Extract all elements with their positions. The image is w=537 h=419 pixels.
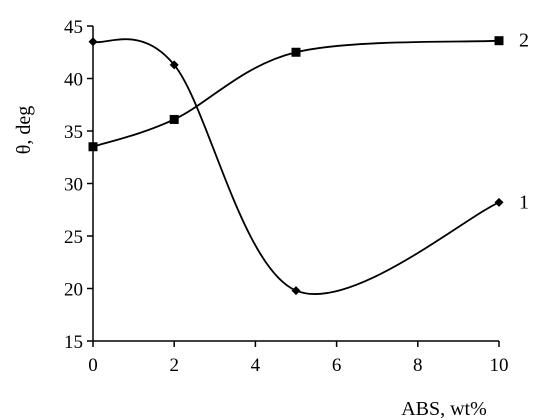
series-1-point [291,286,301,296]
series-1-line [92,38,500,295]
series-1-point [88,37,98,47]
y-tick-label: 20 [64,280,83,301]
x-tick-label: 2 [169,355,179,376]
y-tick-label: 15 [64,332,83,353]
labels: 12 [519,30,529,214]
x-tick-label: 6 [332,355,342,376]
markers [88,36,504,296]
x-tick-label: 4 [251,355,261,376]
series-2-point [88,142,98,152]
series-2-point [169,114,179,124]
y-tick-label: 25 [64,227,83,248]
series-1-point [494,197,504,207]
x-tick-label: 8 [413,355,423,376]
x-tick-label: 10 [490,355,509,376]
series-1-point [169,60,179,70]
y-tick-label: 30 [64,175,83,196]
y-tick-label: 40 [64,70,83,91]
y-tick-label: 45 [64,17,83,38]
curves [92,38,500,295]
series-2-point [494,36,504,46]
x-axis-label: ABS, wt% [401,398,487,419]
series-2-label: 2 [519,30,529,52]
y-tick-label: 35 [64,122,83,143]
x-tick-label: 0 [88,355,98,376]
series-1-label: 1 [519,191,529,213]
series-2-line [92,39,500,148]
series-2-point [291,47,301,57]
axes: 15 20 25 30 35 40 45 0 2 4 6 8 10 [64,17,509,376]
y-axis-label: θ, deg [13,106,35,154]
